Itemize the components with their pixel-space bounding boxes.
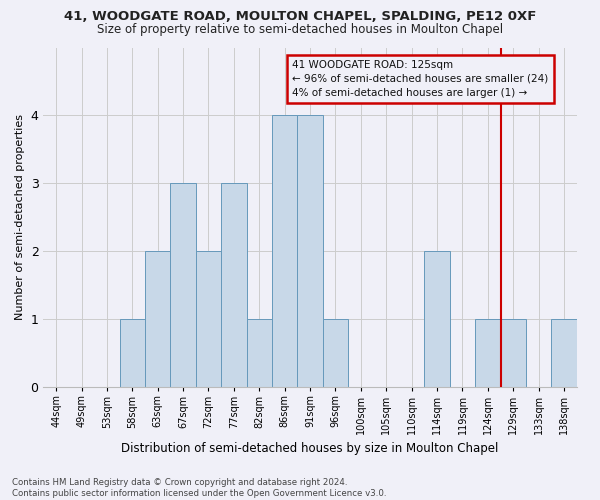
Bar — [170, 184, 196, 388]
Bar — [298, 116, 323, 388]
Text: 41, WOODGATE ROAD, MOULTON CHAPEL, SPALDING, PE12 0XF: 41, WOODGATE ROAD, MOULTON CHAPEL, SPALD… — [64, 10, 536, 23]
Bar — [424, 252, 450, 388]
Bar — [500, 320, 526, 388]
Y-axis label: Number of semi-detached properties: Number of semi-detached properties — [15, 114, 25, 320]
Bar — [323, 320, 348, 388]
Bar — [221, 184, 247, 388]
Bar — [247, 320, 272, 388]
Bar — [272, 116, 298, 388]
Bar — [551, 320, 577, 388]
Text: Contains HM Land Registry data © Crown copyright and database right 2024.
Contai: Contains HM Land Registry data © Crown c… — [12, 478, 386, 498]
Bar — [145, 252, 170, 388]
Text: 41 WOODGATE ROAD: 125sqm
← 96% of semi-detached houses are smaller (24)
4% of se: 41 WOODGATE ROAD: 125sqm ← 96% of semi-d… — [292, 60, 548, 98]
Bar — [119, 320, 145, 388]
Bar — [475, 320, 500, 388]
X-axis label: Distribution of semi-detached houses by size in Moulton Chapel: Distribution of semi-detached houses by … — [121, 442, 499, 455]
Text: Size of property relative to semi-detached houses in Moulton Chapel: Size of property relative to semi-detach… — [97, 22, 503, 36]
Bar — [196, 252, 221, 388]
